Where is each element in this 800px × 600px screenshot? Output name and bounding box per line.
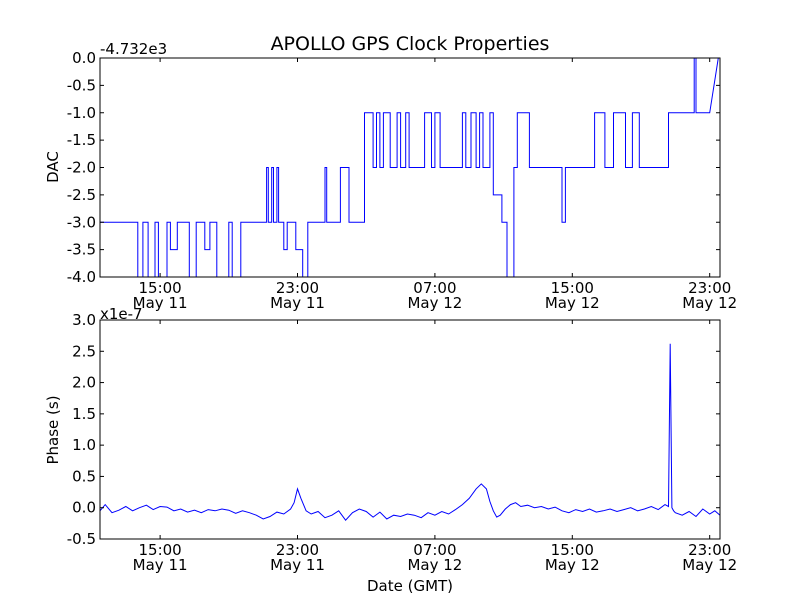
dac-marks: 0.0 -0.5 -1.0 -1.5 -2.0 -2.5 -3.0 -3.5 -4.0 15:00… [67,49,737,312]
dac-xtick-time-label: 15:00 [551,279,594,297]
phase-xtick-date-label: May 12 [407,556,462,574]
phase-xtick-date-label: May 11 [270,556,325,574]
phase-xtick-date-label: May 12 [545,556,600,574]
dac-xtick-date-label: May 12 [682,294,737,312]
dac-xtick-date-label: May 11 [133,294,188,312]
chart-title: APOLLO GPS Clock Properties [271,33,550,55]
dac-ytick-label: -0.5 [67,76,96,94]
phase-ytick-label: 0.5 [72,467,96,485]
phase-xtick-time-label: 15:00 [138,541,181,559]
phase-xtick-time-label: 23:00 [276,541,319,559]
phase-series-line [99,343,721,521]
phase-ytick-label: -0.5 [67,530,96,548]
dac-ytick-label: -2.0 [67,159,96,177]
phase-panel: x1e-7 Phase (s) 3.0 2.5 2.0 1.5 1.0 0.5 0.0 -0.… [44,305,737,574]
dac-xtick-date-label: May 11 [270,294,325,312]
dac-ytick-label: -1.5 [67,131,96,149]
phase-offset-text: x1e-7 [100,305,143,323]
dac-ytick-label: -1.0 [67,104,96,122]
dac-xtick-time-label: 23:00 [688,279,731,297]
dac-ytick-label: -2.5 [67,186,96,204]
dac-xtick-time-label: 07:00 [413,279,456,297]
phase-ytick-label: 1.5 [72,405,96,423]
phase-ytick-label: 3.0 [72,311,96,329]
dac-series-line [100,57,719,278]
dac-xtick-time-label: 23:00 [276,279,319,297]
phase-ylabel: Phase (s) [44,395,62,464]
dac-ytick-label: -4.0 [67,268,96,286]
phase-ytick-label: 2.5 [72,342,96,360]
dac-ylabel: DAC [44,151,62,183]
dac-ytick-label: -3.0 [67,213,96,231]
phase-xtick-date-label: May 11 [133,556,188,574]
phase-xtick-date-label: May 12 [682,556,737,574]
dac-ytick-label: -3.5 [67,241,96,259]
dac-xtick-date-label: May 12 [545,294,600,312]
phase-xtick-time-label: 07:00 [413,541,456,559]
dac-xtick-time-label: 15:00 [138,279,181,297]
dac-panel: -4.732e3 DAC 0.0 -0.5 -1.0 -1.5 -2.0 -2.5 -3.0… [44,40,737,312]
dac-offset-text: -4.732e3 [100,40,167,58]
phase-ytick-label: 0.0 [72,499,96,517]
dac-xtick-date-label: May 12 [407,294,462,312]
x-axis-label: Date (GMT) [367,577,453,595]
phase-xtick-time-label: 23:00 [688,541,731,559]
phase-xtick-time-label: 15:00 [551,541,594,559]
phase-axes-frame [99,319,721,540]
dac-ytick-label: 0.0 [72,49,96,67]
phase-ytick-label: 1.0 [72,436,96,454]
phase-ytick-label: 2.0 [72,374,96,392]
